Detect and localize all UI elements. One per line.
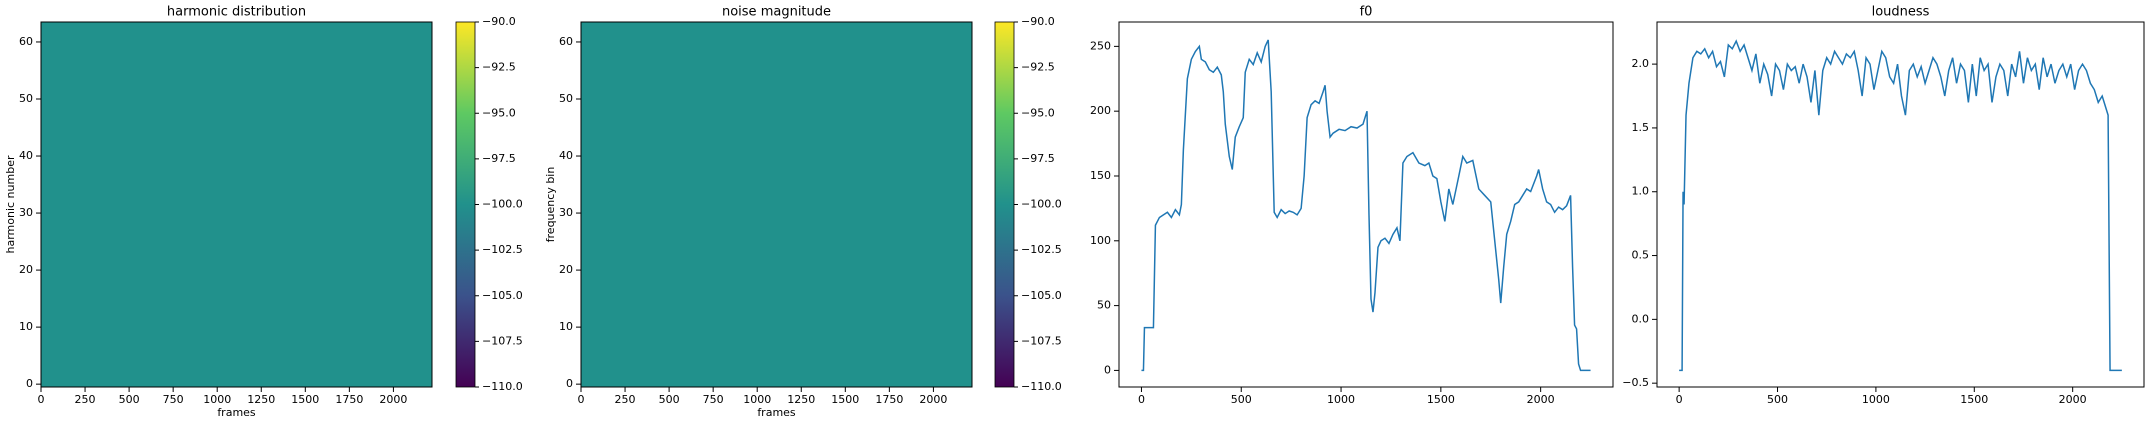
- x-tick-label: 750: [163, 393, 184, 406]
- y-tick-label: 60: [19, 35, 33, 48]
- y-tick-label: 10: [19, 320, 33, 333]
- y-tick-label: −0.5: [1622, 376, 1649, 389]
- x-tick-label: 2000: [2059, 393, 2087, 406]
- colorbar-tick-label: −100.0: [482, 198, 523, 211]
- y-tick-label: 30: [19, 206, 33, 219]
- colorbar-tick-label: −110.0: [1021, 380, 1062, 393]
- colorbar-tick-label: −102.5: [482, 243, 523, 256]
- y-tick-label: 50: [559, 92, 573, 105]
- x-tick-label: 2000: [919, 393, 947, 406]
- x-tick-label: 500: [659, 393, 680, 406]
- y-tick-label: 0: [1104, 363, 1111, 376]
- x-tick-label: 0: [38, 393, 45, 406]
- x-tick-label: 1250: [247, 393, 275, 406]
- x-tick-label: 0: [1138, 393, 1145, 406]
- x-tick-label: 1750: [875, 393, 903, 406]
- colorbar: [994, 21, 1015, 388]
- x-tick-label: 500: [1767, 393, 1788, 406]
- x-tick-label: 0: [1676, 393, 1683, 406]
- y-tick-label: 250: [1090, 39, 1111, 52]
- x-tick-label: 1000: [1862, 393, 1890, 406]
- colorbar-tick-label: −100.0: [1021, 198, 1062, 211]
- x-axis-label: frames: [217, 406, 256, 419]
- x-tick-label: 2000: [1527, 393, 1555, 406]
- x-tick-label: 1500: [831, 393, 859, 406]
- line: [1679, 39, 2122, 372]
- y-tick-label: 20: [19, 263, 33, 276]
- x-axis-label: frames: [757, 406, 796, 419]
- x-tick-label: 500: [119, 393, 140, 406]
- x-tick-label: 750: [703, 393, 724, 406]
- x-tick-label: 250: [75, 393, 96, 406]
- y-tick-label: 2.0: [1632, 57, 1650, 70]
- axes-frame: [40, 21, 433, 388]
- line: [1141, 39, 1591, 372]
- colorbar-tick-label: −95.0: [482, 106, 516, 119]
- y-tick-label: 0.5: [1632, 249, 1650, 262]
- y-axis-label: harmonic number: [4, 155, 17, 253]
- y-tick-label: 30: [559, 206, 573, 219]
- y-tick-label: 50: [1097, 299, 1111, 312]
- y-tick-label: 0.0: [1632, 312, 1650, 325]
- y-tick-label: 0: [26, 377, 33, 390]
- x-tick-label: 250: [615, 393, 636, 406]
- colorbar-tick-label: −107.5: [1021, 334, 1062, 347]
- axes-frame: [1118, 21, 1614, 388]
- y-tick-label: 1.0: [1632, 185, 1650, 198]
- y-tick-label: 150: [1090, 169, 1111, 182]
- x-tick-label: 1250: [787, 393, 815, 406]
- colorbar-tick-label: −90.0: [482, 15, 516, 28]
- x-tick-label: 0: [578, 393, 585, 406]
- colorbar-tick-label: −92.5: [482, 61, 516, 74]
- colorbar-tick-label: −105.0: [482, 289, 523, 302]
- colorbar-tick-label: −110.0: [482, 380, 523, 393]
- chart-title: loudness: [1872, 5, 1930, 20]
- y-tick-label: 1.5: [1632, 121, 1650, 134]
- x-tick-label: 1750: [335, 393, 363, 406]
- colorbar-tick-label: −107.5: [482, 334, 523, 347]
- colorbar-tick-label: −102.5: [1021, 243, 1062, 256]
- chart-title: noise magnitude: [722, 5, 831, 20]
- colorbar-tick-label: −95.0: [1021, 106, 1055, 119]
- y-tick-label: 50: [19, 92, 33, 105]
- y-tick-label: 0: [566, 377, 573, 390]
- y-tick-label: 40: [559, 149, 573, 162]
- colorbar-tick-label: −92.5: [1021, 61, 1055, 74]
- colorbar-tick-label: −90.0: [1021, 15, 1055, 28]
- y-tick-label: 40: [19, 149, 33, 162]
- colorbar: [455, 21, 476, 388]
- axes-frame: [580, 21, 973, 388]
- y-tick-label: 60: [559, 35, 573, 48]
- x-tick-label: 1000: [743, 393, 771, 406]
- heatmap-cell: [581, 22, 972, 387]
- x-tick-label: 500: [1231, 393, 1252, 406]
- y-tick-label: 10: [559, 320, 573, 333]
- x-tick-label: 1500: [291, 393, 319, 406]
- x-tick-label: 1500: [1427, 393, 1455, 406]
- x-tick-label: 1000: [1327, 393, 1355, 406]
- chart-title: f0: [1360, 5, 1373, 20]
- x-tick-label: 1000: [203, 393, 231, 406]
- y-tick-label: 100: [1090, 234, 1111, 247]
- y-tick-label: 200: [1090, 104, 1111, 117]
- y-axis-label: frequency bin: [544, 167, 557, 243]
- colorbar-tick-label: −97.5: [1021, 152, 1055, 165]
- chart-title: harmonic distribution: [167, 5, 306, 20]
- x-tick-label: 1500: [1960, 393, 1988, 406]
- y-tick-label: 20: [559, 263, 573, 276]
- axes-frame: [1656, 21, 2145, 388]
- heatmap-cell: [41, 22, 432, 387]
- x-tick-label: 2000: [379, 393, 407, 406]
- colorbar-tick-label: −105.0: [1021, 289, 1062, 302]
- colorbar-tick-label: −97.5: [482, 152, 516, 165]
